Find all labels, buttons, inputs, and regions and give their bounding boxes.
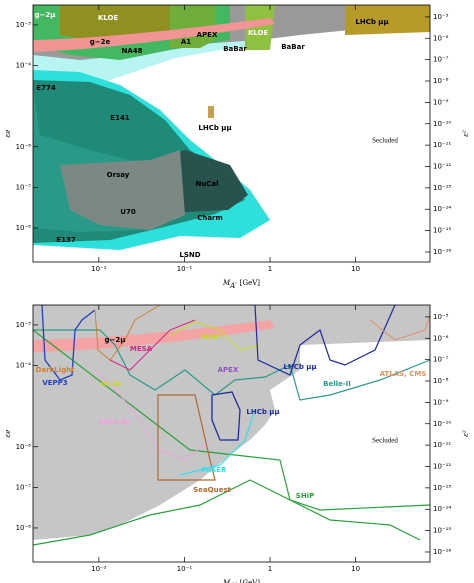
x-tick-label: 10⁻²: [91, 265, 107, 273]
region-label: E137: [56, 236, 76, 244]
panel-text: Secluded: [372, 437, 398, 445]
x-tick-label: 10⁻²: [91, 565, 107, 573]
top-panel-regions: [33, 5, 430, 250]
y2-tick-label: 10⁻¹⁶: [433, 248, 451, 256]
y-tick-label: 10⁻³: [16, 321, 32, 329]
y2-tick-label: 10⁻⁹: [433, 98, 449, 106]
x-label-subscript: A′: [229, 282, 237, 290]
x-tick-label: 1: [268, 565, 272, 573]
region-label: MESA: [130, 345, 153, 353]
y2-tick-label: 10⁻¹¹: [433, 441, 451, 449]
x-tick-label: 10: [351, 565, 360, 573]
axes-layer: 10⁻² 10⁻¹ 1 10 10⁻³ 10⁻⁴ 10⁻⁶ 10⁻⁷ 10⁻⁸ 10⁻⁵ 10⁻⁶ 1…: [4, 4, 470, 583]
x-tick-label: 1: [268, 265, 272, 273]
y2-tick-label: 10⁻¹⁶: [433, 548, 451, 556]
y2-tick-label: 10⁻⁷: [433, 356, 449, 364]
x-tick-label: 10⁻¹: [177, 265, 193, 273]
region-label: SeaQuest: [193, 486, 231, 494]
y-tick-label: 10⁻⁴: [16, 62, 32, 70]
y-tick-label: 10⁻⁸: [16, 524, 32, 532]
region-label: U70: [120, 208, 136, 216]
y2-axis-label: ε²: [462, 430, 470, 437]
y2-tick-label: 10⁻⁸: [433, 377, 449, 385]
region-label: BaBar: [223, 45, 247, 53]
region-label: NA48: [121, 47, 142, 55]
y2-tick-label: 10⁻¹⁰: [433, 120, 451, 128]
y2-tick-label: 10⁻¹⁰: [433, 420, 451, 428]
region-label: g−2μ: [105, 336, 126, 344]
region-label: g−2μ: [35, 11, 56, 19]
region-label: LHCb D*: [99, 418, 132, 426]
x-axis-label: MA′[GeV]: [222, 579, 260, 583]
x-tick-label: 10: [351, 265, 360, 273]
region-label: E141: [110, 114, 130, 122]
y-tick-label: 10⁻⁶: [16, 143, 32, 151]
x-label-symbol: M: [222, 579, 231, 583]
region-label: Belle-II: [323, 380, 351, 388]
region-label: VEPP3: [42, 379, 67, 387]
region-label: LSND: [179, 251, 200, 259]
region-label: SHiP: [296, 492, 314, 500]
x-label-unit: [GeV]: [240, 579, 261, 583]
y2-tick-label: 10⁻⁵: [433, 13, 449, 21]
y2-tick-label: 10⁻¹³: [433, 484, 451, 492]
y2-tick-label: 10⁻¹⁴: [433, 505, 451, 513]
region-label: KLOE: [248, 29, 269, 37]
y-axis-label: εe: [4, 430, 12, 438]
y2-axis-label: ε²: [462, 130, 470, 137]
x-tick-label: 10⁻¹: [177, 565, 193, 573]
region-label: Orsay: [107, 171, 130, 179]
x-label-symbol: M: [222, 279, 231, 287]
y2-tick-label: 10⁻⁷: [433, 56, 449, 64]
region-label: APEX: [218, 366, 239, 374]
region-label: NuCal: [195, 180, 218, 188]
y2-tick-label: 10⁻¹⁵: [433, 227, 451, 235]
region-label: E774: [36, 84, 56, 92]
region-label: APEX: [197, 31, 218, 39]
y-tick-label: 10⁻⁷: [16, 483, 32, 491]
region-label: A1: [181, 38, 191, 46]
y2-tick-label: 10⁻¹²: [433, 162, 451, 170]
bottom-panel-regions: [32, 304, 431, 546]
y2-tick-label: 10⁻¹²: [433, 462, 451, 470]
region-label: BaBar: [281, 43, 305, 51]
y2-tick-label: 10⁻⁹: [433, 398, 449, 406]
region-label: KLOE: [98, 14, 119, 22]
x-axis-label: MA′[GeV]: [222, 279, 260, 290]
region-label: FASER: [202, 466, 227, 474]
y-tick-label: 10⁻⁴: [16, 362, 32, 370]
x-label-unit: [GeV]: [240, 279, 261, 287]
y2-tick-label: 10⁻⁸: [433, 77, 449, 85]
y-axis-label: εe: [4, 130, 12, 138]
region-label: g−2e: [90, 38, 111, 46]
region-label: LHCb μμ: [246, 408, 279, 416]
plot-frame: [32, 4, 431, 263]
region-label: MAMI: [201, 333, 223, 341]
region-label: Charm: [197, 214, 223, 222]
y2-tick-label: 10⁻¹¹: [433, 141, 451, 149]
region-label: LHCb μμ: [283, 363, 316, 371]
y2-tick-label: 10⁻⁶: [433, 34, 449, 42]
panel-text: Secluded: [372, 137, 398, 145]
region-label: LHCb μμ: [198, 124, 231, 132]
region-label: LHCb μμ: [355, 18, 388, 26]
y2-tick-label: 10⁻⁶: [433, 334, 449, 342]
plot-frame: [32, 304, 431, 563]
region-label: ATLAS, CMS: [380, 370, 427, 378]
y-tick-label: 10⁻⁸: [16, 224, 32, 232]
region-label: Mu3e: [101, 380, 123, 388]
y-tick-label: 10⁻⁷: [16, 183, 32, 191]
region-label: DarkLight: [36, 366, 75, 374]
y2-tick-label: 10⁻¹⁴: [433, 205, 451, 213]
y-tick-label: 10⁻³: [16, 21, 32, 29]
y2-tick-label: 10⁻¹⁵: [433, 527, 451, 535]
y-tick-label: 10⁻⁶: [16, 443, 32, 451]
y2-tick-label: 10⁻⁵: [433, 313, 449, 321]
y2-tick-label: 10⁻¹³: [433, 184, 451, 192]
